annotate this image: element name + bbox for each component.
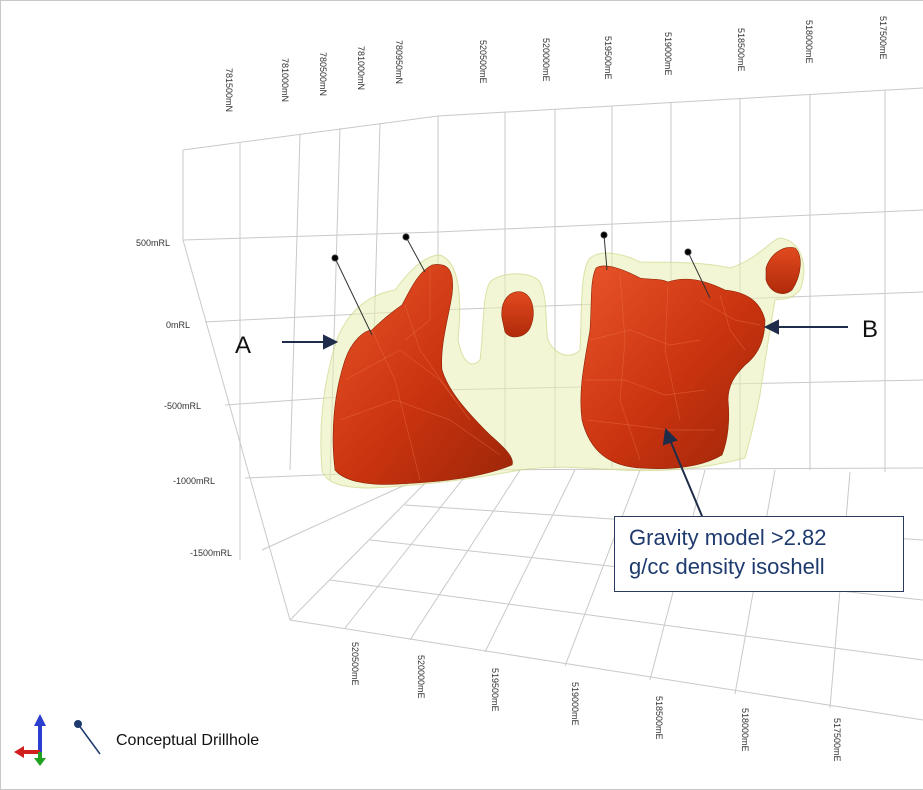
easting-tick: 517500mE	[832, 718, 842, 762]
easting-tick: 517500mE	[878, 16, 888, 60]
northing-tick: 780500mN	[318, 52, 328, 96]
elevation-tick: 500mRL	[136, 238, 170, 248]
annotation-arrows	[282, 319, 848, 517]
northing-ticks: 781500mN 781000mN 780500mN 781000mN 7809…	[224, 40, 404, 112]
density-callout: Gravity model >2.82 g/cc density isoshel…	[614, 516, 904, 592]
body-small	[501, 291, 534, 338]
northing-tick: 781500mN	[224, 68, 234, 112]
easting-tick: 520000mE	[541, 38, 551, 82]
easting-tick: 520000mE	[416, 655, 426, 699]
northing-tick: 781000mN	[356, 46, 366, 90]
body-a	[332, 264, 513, 485]
elevation-tick: -500mRL	[164, 401, 201, 411]
easting-top-ticks: 520500mE 520000mE 519500mE 519000mE 5185…	[478, 16, 888, 84]
easting-bottom-ticks: 520500mE 520000mE 519500mE 519000mE 5185…	[350, 642, 842, 762]
body-c	[765, 247, 801, 294]
easting-tick: 519500mE	[603, 36, 613, 80]
northing-tick: 780950mN	[394, 40, 404, 84]
easting-tick: 519500mE	[490, 668, 500, 712]
northing-tick: 781000mN	[280, 58, 290, 102]
easting-tick: 518500mE	[736, 28, 746, 72]
easting-tick: 518000mE	[740, 708, 750, 752]
elevation-ticks: 500mRL 0mRL -500mRL -1000mRL -1500mRL	[136, 238, 232, 558]
elevation-tick: -1500mRL	[190, 548, 232, 558]
marker-b: B	[862, 316, 878, 343]
drillholes	[331, 231, 711, 336]
easting-tick: 518000mE	[804, 20, 814, 64]
easting-tick: 520500mE	[350, 642, 360, 686]
elevation-tick: 0mRL	[166, 320, 190, 330]
easting-tick: 519000mE	[570, 682, 580, 726]
easting-tick: 519000mE	[663, 32, 673, 76]
easting-tick: 518500mE	[654, 696, 664, 740]
callout-line-2: g/cc density isoshell	[629, 554, 825, 579]
easting-tick: 520500mE	[478, 40, 488, 84]
grid-floor	[289, 469, 923, 721]
marker-a: A	[235, 332, 251, 359]
legend-label: Conceptual Drillhole	[116, 732, 260, 749]
drillhole-icon	[74, 720, 101, 755]
elevation-tick: -1000mRL	[173, 476, 215, 486]
callout-line-1: Gravity model >2.82	[629, 525, 827, 550]
orientation-axes-icon[interactable]	[12, 712, 60, 768]
body-b	[580, 265, 766, 469]
